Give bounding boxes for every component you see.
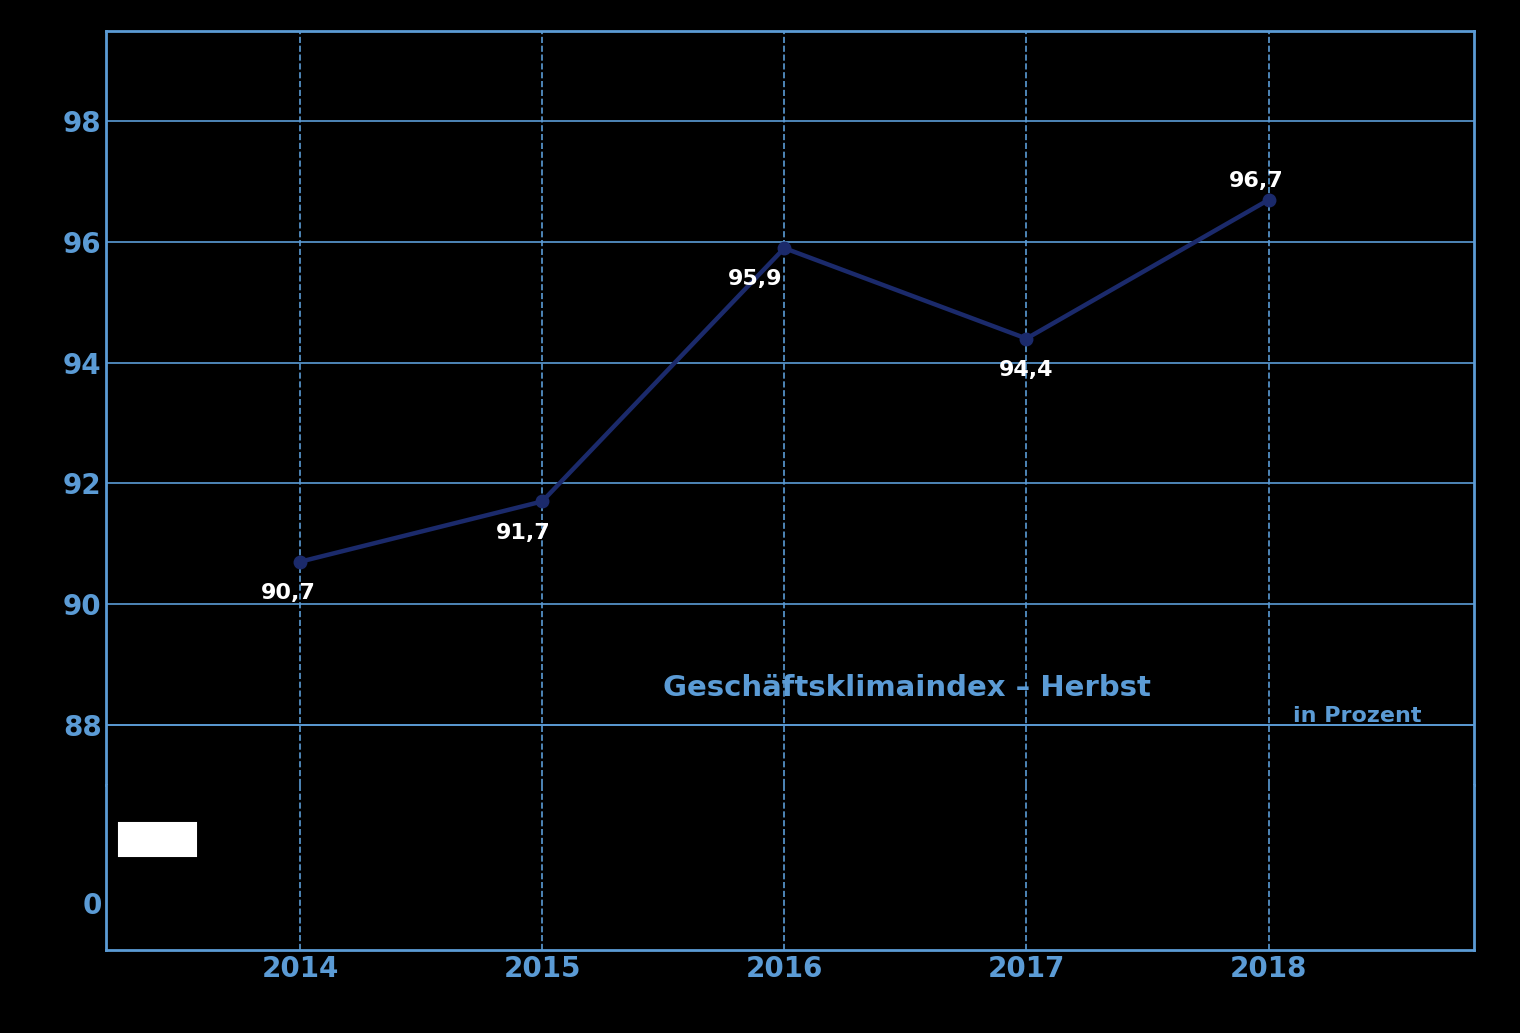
Text: 96,7: 96,7 [1230,170,1284,191]
Text: 94,4: 94,4 [999,359,1053,380]
Text: 90,7: 90,7 [260,583,316,603]
Text: Geschäftsklimaindex – Herbst: Geschäftsklimaindex – Herbst [663,675,1151,702]
Text: 91,7: 91,7 [496,523,550,542]
FancyBboxPatch shape [119,822,196,855]
Text: in Prozent: in Prozent [1294,706,1421,725]
Text: 95,9: 95,9 [728,270,783,289]
